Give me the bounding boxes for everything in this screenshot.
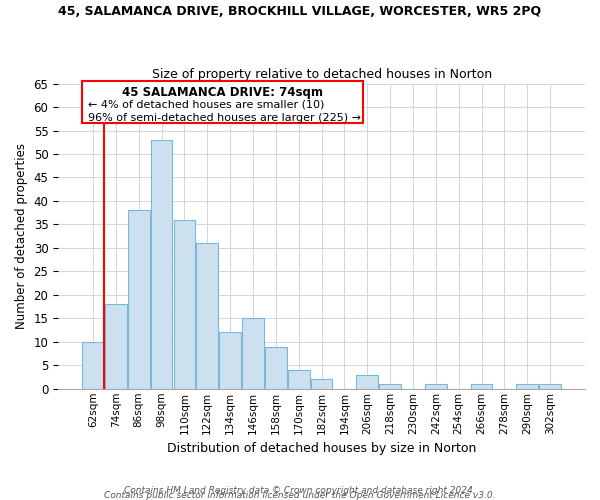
X-axis label: Distribution of detached houses by size in Norton: Distribution of detached houses by size … — [167, 442, 476, 455]
FancyBboxPatch shape — [82, 81, 363, 124]
Bar — [356, 374, 378, 389]
Bar — [219, 332, 241, 389]
Bar — [288, 370, 310, 389]
Text: Contains public sector information licensed under the Open Government Licence v3: Contains public sector information licen… — [104, 490, 496, 500]
Text: 96% of semi-detached houses are larger (225) →: 96% of semi-detached houses are larger (… — [88, 112, 361, 122]
Bar — [82, 342, 104, 389]
Bar — [105, 304, 127, 389]
Bar — [311, 380, 332, 389]
Title: Size of property relative to detached houses in Norton: Size of property relative to detached ho… — [152, 68, 491, 81]
Bar — [517, 384, 538, 389]
Text: 45, SALAMANCA DRIVE, BROCKHILL VILLAGE, WORCESTER, WR5 2PQ: 45, SALAMANCA DRIVE, BROCKHILL VILLAGE, … — [58, 5, 542, 18]
Bar — [539, 384, 561, 389]
Bar — [379, 384, 401, 389]
Text: 45 SALAMANCA DRIVE: 74sqm: 45 SALAMANCA DRIVE: 74sqm — [122, 86, 323, 99]
Text: Contains HM Land Registry data © Crown copyright and database right 2024.: Contains HM Land Registry data © Crown c… — [124, 486, 476, 495]
Bar — [265, 346, 287, 389]
Bar — [151, 140, 172, 389]
Bar — [425, 384, 447, 389]
Text: ← 4% of detached houses are smaller (10): ← 4% of detached houses are smaller (10) — [88, 100, 325, 110]
Bar — [173, 220, 195, 389]
Bar — [196, 243, 218, 389]
Bar — [242, 318, 264, 389]
Y-axis label: Number of detached properties: Number of detached properties — [15, 143, 28, 329]
Bar — [471, 384, 493, 389]
Bar — [128, 210, 149, 389]
